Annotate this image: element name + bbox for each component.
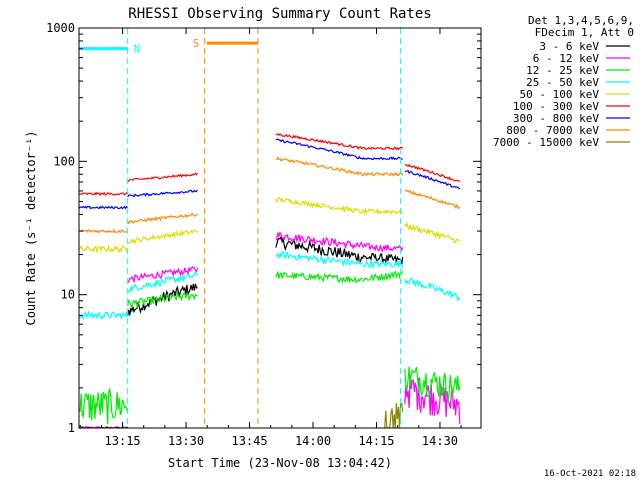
series-8-segment-0 [383,402,404,428]
annotation-label-S: S [193,37,200,50]
series-4-segment-3 [362,207,403,216]
annotation-label-N: N [134,43,141,56]
series-layer [79,133,461,428]
x-axis-label: Start Time (23-Nov-08 13:04:42) [168,456,392,470]
series-5-segment-2 [275,133,363,151]
legend: Det 1,3,4,5,6,9,FDecim 1, Att 03 - 6 keV… [493,14,634,149]
y-tick-label-2: 100 [53,154,75,168]
series-7-segment-4 [404,189,461,210]
series-3-segment-2 [275,251,363,268]
series-3-segment-3 [362,259,404,270]
footer-timestamp: 16-Oct-2021 02:18 [544,469,636,479]
series-3-segment-0 [79,310,129,321]
series-4-segment-2 [275,196,364,214]
legend-label-5: 100 - 300 keV [513,100,599,113]
chart-title: RHESSI Observing Summary Count Rates [128,6,431,22]
series-2-segment-0 [79,387,129,425]
series-6-segment-1 [127,189,198,198]
series-7-segment-2 [275,156,363,176]
series-2-segment-1 [127,291,198,310]
series-5-segment-3 [362,146,404,151]
axis-layer: 13:15 13:30 13:45 14:00 14:15 14:30 1 10 100 1000 [46,21,481,448]
y-axis-label: Count Rate (s⁻¹ detector⁻¹) [24,130,38,325]
legend-label-1: 6 - 12 keV [533,52,600,65]
series-3-segment-4 [404,276,461,302]
y-tick-label-0: 1 [68,421,75,435]
series-4-segment-4 [404,221,460,244]
series-5-segment-4 [404,163,460,182]
legend-label-0: 3 - 6 keV [539,40,599,53]
series-1-segment-2 [275,231,364,250]
legend-label-7: 800 - 7000 keV [506,124,599,137]
legend-label-3: 25 - 50 keV [526,76,599,89]
series-2-segment-3 [362,270,404,283]
series-6-segment-3 [362,156,403,161]
series-7-segment-3 [362,171,404,177]
legend-header-1: FDecim 1, Att 0 [535,26,634,39]
series-1-segment-4 [404,375,461,424]
x-tick-label-2: 13:45 [231,434,267,448]
legend-label-6: 300 - 800 keV [513,112,599,125]
legend-label-8: 7000 - 15000 keV [493,136,599,149]
series-5-segment-1 [127,172,198,183]
plot-frame [78,27,482,429]
series-1-segment-3 [362,242,404,253]
x-tick-label-3: 14:00 [295,434,331,448]
series-2-segment-4 [404,366,461,403]
series-3-segment-1 [127,271,199,293]
series-2-segment-2 [275,270,363,284]
series-7-segment-1 [127,212,198,225]
legend-label-4: 50 - 100 keV [520,88,600,101]
series-6-segment-2 [275,138,363,160]
y-tick-label-1: 10 [61,288,75,302]
series-0-segment-4 [374,253,404,265]
legend-label-2: 12 - 25 keV [526,64,599,77]
x-tick-label-4: 14:15 [358,434,394,448]
series-7-segment-0 [79,228,128,234]
series-6-segment-0 [79,205,128,210]
legend-header-0: Det 1,3,4,5,6,9, [528,14,634,27]
series-6-segment-4 [404,169,461,190]
series-4-segment-0 [79,244,128,254]
y-tick-label-3: 1000 [46,21,75,35]
x-tick-label-0: 13:15 [105,434,141,448]
series-4-segment-1 [127,229,198,245]
series-0-segment-2 [275,235,363,264]
series-0-segment-3 [361,253,376,262]
series-1-segment-1 [127,265,199,284]
series-5-segment-0 [79,191,129,197]
x-tick-label-1: 13:30 [168,434,204,448]
x-tick-label-5: 14:30 [422,434,458,448]
